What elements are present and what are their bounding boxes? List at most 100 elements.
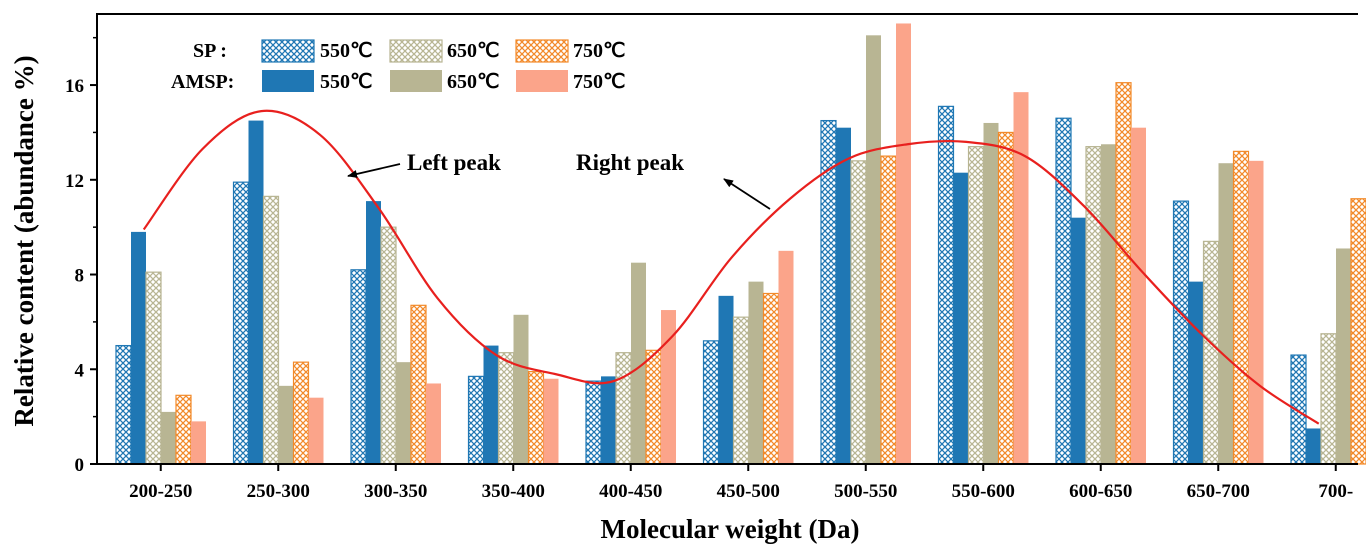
bar-sp-4-350-400 [527,371,545,465]
bar-amsp-1-200-250 [131,231,146,464]
bar-amsp-5-400-450 [661,310,676,464]
x-tick-label: 700- [1318,481,1353,502]
annotations: Left peak Right peak [347,150,771,210]
x-tick-label: 400-450 [599,481,662,502]
bar-sp-4-600-650 [1115,82,1132,465]
bar-sp-4-700- [1350,198,1366,465]
y-tick-label: 16 [65,76,84,97]
bar-sp-2-500-550 [850,160,867,465]
legend-label-amsp-650: 650℃ [447,71,499,93]
bar-amsp-5-300-350 [426,383,441,464]
y-ticks: 0 4 8 12 16 [65,36,97,476]
bar-sp-4-400-450 [645,349,662,465]
y-tick-label: 4 [75,360,85,381]
legend-label-sp-750: 750℃ [573,40,625,62]
bar-amsp-3-450-500 [748,281,764,464]
bar-sp-0-200-250 [115,344,132,465]
bar-sp-4-450-500 [762,292,780,465]
legend-swatch-amsp-750 [516,70,568,92]
bar-amsp-1-550-600 [953,172,969,464]
bar-sp-4-500-550 [880,155,897,465]
bar-sp-4-250-300 [292,361,310,465]
bar-sp-2-550-600 [967,146,985,465]
bar-amsp-3-350-400 [513,314,529,464]
left-peak-label: Left peak [407,150,501,175]
bar-amsp-3-200-250 [161,411,176,464]
bar-amsp-5-650-700 [1248,160,1264,464]
y-tick-label: 8 [75,266,85,287]
x-tick-label: 200-250 [129,481,192,502]
bar-amsp-3-550-600 [983,122,999,465]
bar-amsp-5-500-550 [896,23,911,464]
bar-amsp-5-600-650 [1131,127,1146,465]
axes [96,13,1358,465]
bar-sp-0-550-600 [937,105,955,465]
bar-amsp-3-400-450 [631,262,646,464]
bar-amsp-1-600-650 [1071,217,1086,464]
bar-sp-0-350-400 [467,375,485,465]
bar-sp-2-350-400 [497,352,515,465]
bar-amsp-3-300-350 [396,362,411,464]
left-peak-arrow [347,163,401,178]
legend-swatch-sp-550 [261,39,315,63]
legend-swatch-amsp-550 [262,70,314,92]
bar-sp-2-250-300 [262,195,280,465]
bar-sp-2-700- [1320,333,1337,465]
x-tick-label: 600-650 [1069,481,1132,502]
legend-swatch-sp-750 [515,39,569,63]
bar-sp-2-400-450 [615,352,632,465]
bar-sp-2-600-650 [1085,146,1102,465]
bar-sp-4-200-250 [175,394,192,465]
bar-amsp-1-250-300 [248,120,264,464]
y-axis-title: Relative content (abundance %) [9,55,39,426]
bar-amsp-1-650-700 [1188,281,1204,464]
x-tick-label: 450-500 [717,481,780,502]
legend-row-label-amsp: AMSP: [171,71,234,93]
bar-sp-0-250-300 [232,181,250,465]
bar-amsp-3-700- [1336,248,1351,464]
x-tick-label: 650-700 [1187,481,1250,502]
x-axis-title: Molecular weight (Da) [601,514,860,544]
x-tick-label: 550-600 [952,481,1015,502]
bar-sp-0-400-450 [585,380,602,465]
legend-label-sp-650: 650℃ [447,40,499,62]
bar-sp-0-700- [1290,354,1307,465]
bar-amsp-3-500-550 [866,35,881,464]
bar-sp-0-450-500 [702,340,720,465]
y-tick-label: 0 [75,455,85,476]
bar-amsp-1-350-400 [483,345,499,464]
bar-sp-4-650-700 [1232,150,1250,465]
bar-sp-2-450-500 [732,316,750,465]
right-peak-arrow [723,178,771,210]
x-ticks: 200-250 250-300 300-350 350-400 400-450 450-5… [129,464,1353,502]
x-tick-label: 500-550 [834,481,897,502]
bar-amsp-1-500-550 [836,127,851,465]
bar-amsp-3-650-700 [1218,163,1234,465]
bar-amsp-1-450-500 [718,295,734,464]
bar-sp-2-300-350 [380,226,397,465]
x-tick-label: 350-400 [482,481,545,502]
bar-amsp-3-250-300 [278,385,294,464]
y-tick-label: 12 [65,171,84,192]
legend: SP : AMSP: 550℃ 650℃ 750℃ 550℃ 650℃ 750℃ [171,39,625,93]
bar-sp-2-200-250 [145,271,162,465]
bar-amsp-5-550-600 [1013,92,1029,464]
bar-amsp-5-350-400 [543,378,559,464]
legend-swatch-amsp-650 [390,70,442,92]
bar-amsp-3-600-650 [1101,144,1116,464]
legend-label-sp-550: 550℃ [320,40,372,62]
bar-sp-2-650-700 [1202,240,1220,465]
bar-amsp-1-300-350 [366,201,381,464]
x-tick-label: 250-300 [247,481,310,502]
bar-sp-0-300-350 [350,269,367,465]
right-peak-label: Right peak [576,150,684,175]
bar-sp-0-650-700 [1172,200,1190,465]
bar-sp-4-300-350 [410,304,427,465]
bar-amsp-5-200-250 [191,421,206,464]
bar-sp-0-600-650 [1055,117,1072,465]
bar-amsp-5-250-300 [308,397,324,464]
x-tick-label: 300-350 [364,481,427,502]
bar-amsp-1-400-450 [601,376,616,464]
bars-group [115,23,1366,465]
